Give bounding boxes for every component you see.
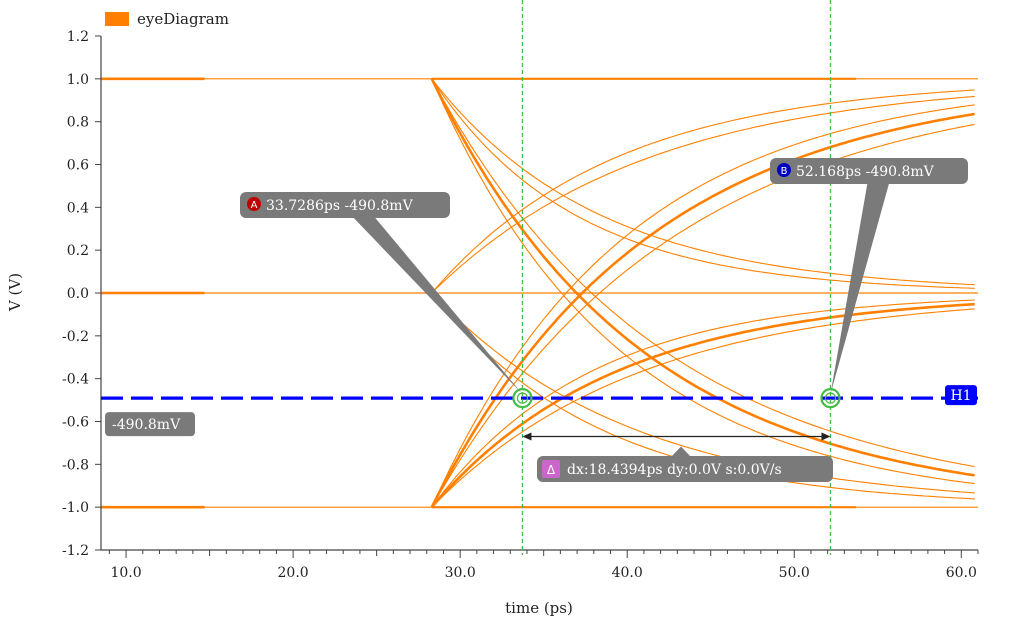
trace-curve-9 xyxy=(430,112,975,508)
delta-pointer xyxy=(672,446,690,456)
marker-label-A: 33.7286ps -490.8mV xyxy=(266,198,414,214)
x-axis-title: time (ps) xyxy=(505,599,573,617)
horizontal-marker-value: -490.8mV xyxy=(112,417,181,433)
delta-label-box xyxy=(537,456,833,482)
marker-pointer-B xyxy=(830,180,890,395)
marker-badge-letter-A: A xyxy=(251,200,258,211)
y-tick-label: 0.8 xyxy=(67,115,89,131)
x-tick-label: 40.0 xyxy=(612,565,643,581)
trace-group xyxy=(101,77,978,509)
marker-label-B: 52.168ps -490.8mV xyxy=(796,164,935,180)
delta-badge xyxy=(542,460,560,478)
trace-curve-0 xyxy=(430,78,975,477)
marker-point-A xyxy=(512,388,533,409)
trace-curve-3 xyxy=(431,78,975,289)
y-tick-label: -1.2 xyxy=(62,543,89,559)
delta-arrow-head-left xyxy=(522,432,532,441)
delta-arrow-head-right xyxy=(821,432,831,441)
marker-label-box-B xyxy=(770,158,968,184)
trace-curve-5 xyxy=(431,89,975,294)
y-tick-group: 1.2 1.0 0.8 0.6 0.4 0.2 0.0 -0.2 -0.4 -0.6 -0.8 -1.… xyxy=(62,29,101,559)
y-tick-label: -0.6 xyxy=(62,415,89,431)
trace-curve-8 xyxy=(431,292,975,494)
x-tick-label: 10.0 xyxy=(110,565,141,581)
marker-badge-A xyxy=(247,197,261,211)
x-tick-label: 20.0 xyxy=(278,565,309,581)
marker-badge-B xyxy=(777,163,791,177)
y-tick-label: 0.4 xyxy=(67,200,89,216)
marker-point-inner-B xyxy=(824,392,837,404)
legend-swatch xyxy=(105,12,129,26)
y-tick-label: 0.0 xyxy=(67,286,89,302)
delta-badge-symbol: Δ xyxy=(547,463,556,477)
y-tick-label: 0.6 xyxy=(67,158,89,174)
y-tick-label: 0.2 xyxy=(67,243,89,259)
marker-label-box-A xyxy=(240,192,450,218)
y-tick-label: -1.0 xyxy=(62,500,89,516)
x-tick-group: 10.0 20.0 30.0 40.0 50.0 60.0 xyxy=(108,550,979,581)
y-tick-label: -0.8 xyxy=(62,457,89,473)
x-tick-label: 50.0 xyxy=(779,565,810,581)
marker-point-B xyxy=(820,388,841,409)
trace-curve-10 xyxy=(431,104,975,508)
y-axis-title: V (V) xyxy=(6,273,24,312)
x-tick-label: 60.0 xyxy=(946,565,977,581)
marker-pointer-A xyxy=(350,214,523,395)
y-tick-label: 1.2 xyxy=(67,29,89,45)
y-tick-label: -0.2 xyxy=(62,329,89,345)
trace-curve-14 xyxy=(431,308,975,508)
marker-point-inner-A xyxy=(516,392,529,404)
horizontal-marker-tag xyxy=(945,385,977,406)
marker-group: H1 -490.8mV A 33.7286ps -490.8mV B 52.168ps -… xyxy=(101,0,978,555)
delta-label: dx:18.4394ps dy:0.0V s:0.0V/s xyxy=(567,462,782,478)
y-tick-label: 1.0 xyxy=(67,72,89,88)
horizontal-marker-tag-label: H1 xyxy=(950,388,971,404)
marker-badge-letter-B: B xyxy=(781,166,788,177)
legend: eyeDiagram xyxy=(105,10,229,28)
trace-curve-2 xyxy=(431,78,975,468)
y-tick-label: -0.4 xyxy=(62,372,89,388)
trace-curve-1 xyxy=(431,78,975,485)
legend-label: eyeDiagram xyxy=(137,10,229,28)
x-tick-label: 30.0 xyxy=(445,565,476,581)
horizontal-marker-value-box xyxy=(105,412,195,437)
trace-curve-6 xyxy=(431,95,975,294)
